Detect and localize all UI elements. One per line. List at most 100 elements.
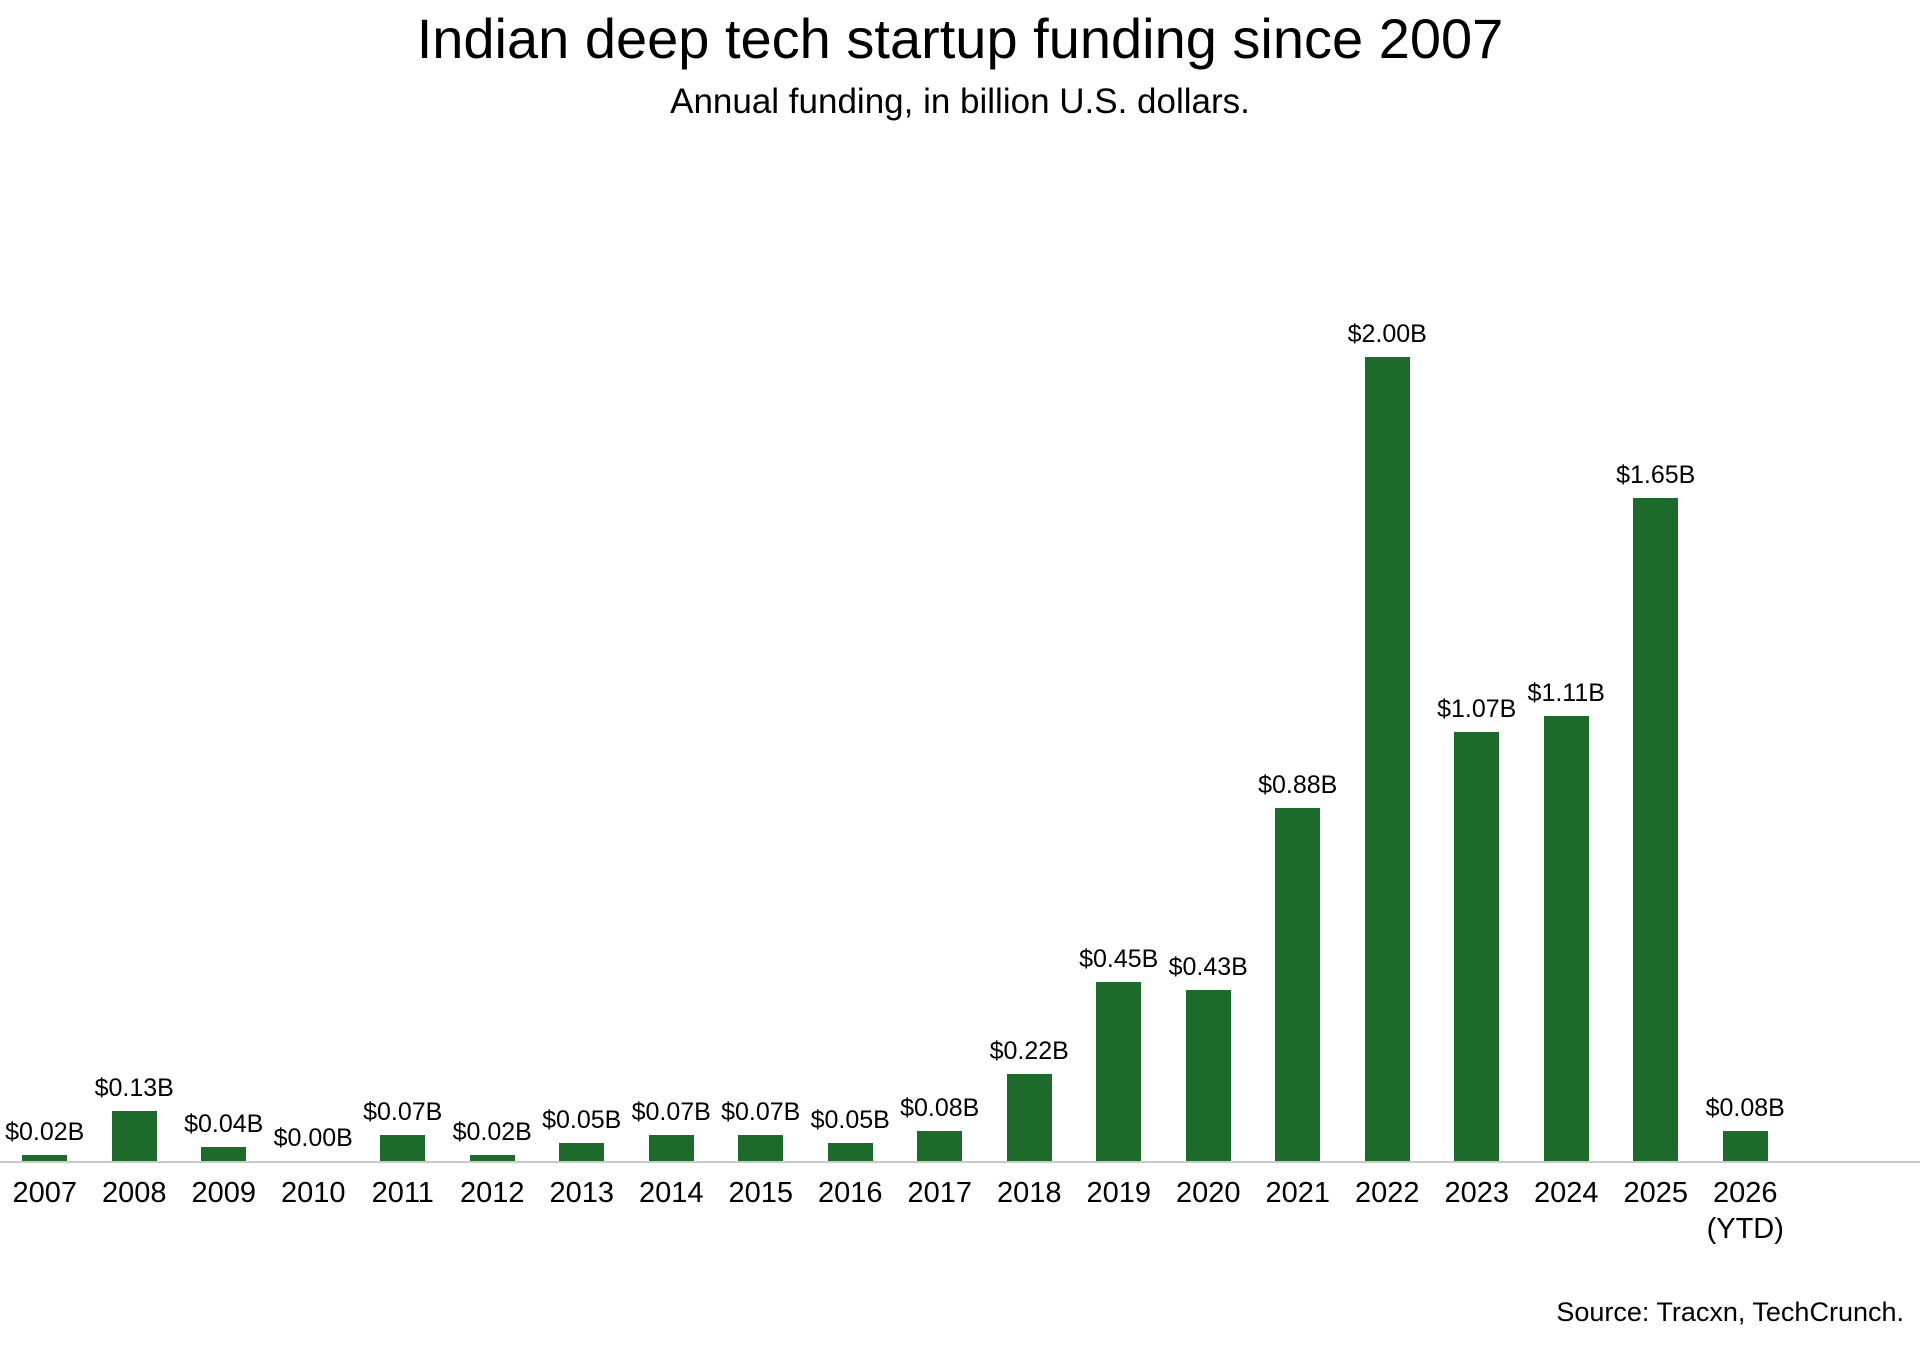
- bar-column: $0.04B: [179, 1109, 269, 1163]
- bar-value-label: $1.11B: [1527, 679, 1605, 707]
- bar: [1275, 808, 1321, 1163]
- bar-value-label: $0.22B: [989, 1037, 1069, 1065]
- bar-value-label: $0.02B: [452, 1118, 532, 1146]
- bar-column: $0.02B: [0, 1117, 90, 1163]
- x-axis-tick: 2026 (YTD): [1701, 1175, 1791, 1247]
- bar: [827, 1143, 873, 1163]
- x-axis-label: 2021: [1265, 1177, 1330, 1209]
- x-axis-label: 2020: [1175, 1177, 1241, 1209]
- bar: [559, 1143, 605, 1163]
- x-axis-label: 2011: [371, 1177, 434, 1209]
- page-subtitle: Annual funding, in billion U.S. dollars.: [670, 82, 1250, 121]
- bar: [1722, 1131, 1768, 1163]
- bar-value-label: $0.05B: [810, 1106, 890, 1134]
- x-axis-tick: 2020: [1164, 1175, 1254, 1247]
- bar: [1185, 990, 1231, 1163]
- x-axis-tick: 2025: [1611, 1175, 1701, 1247]
- bar: [917, 1131, 963, 1163]
- bar-column: $1.65B: [1611, 460, 1701, 1163]
- x-axis-label: 2025: [1623, 1177, 1688, 1209]
- x-axis-tick: 2008: [90, 1175, 180, 1247]
- bar-column: $1.07B: [1432, 694, 1522, 1163]
- bar-column: $0.07B: [358, 1097, 448, 1163]
- x-axis-baseline: [0, 1161, 1920, 1163]
- bar: [469, 1155, 515, 1163]
- x-axis-sublabel: (YTD): [1706, 1213, 1784, 1245]
- bar-value-label: $0.02B: [5, 1118, 85, 1146]
- x-axis-label: 2026: [1712, 1177, 1778, 1209]
- x-axis-tick: 2016: [806, 1175, 896, 1247]
- bar: [1364, 357, 1410, 1163]
- x-axis: 2007 2008 2009 2010 2011 2012 2013 2014 …: [0, 1175, 1790, 1247]
- x-axis-label: 2012: [459, 1177, 525, 1209]
- x-axis-label: 2022: [1354, 1177, 1420, 1209]
- bar-column: $2.00B: [1343, 319, 1433, 1163]
- x-axis-label: 2019: [1086, 1177, 1151, 1209]
- x-axis-tick: 2021: [1253, 1175, 1343, 1247]
- bar-value-label: $0.07B: [631, 1098, 711, 1126]
- bar-value-label: $0.43B: [1168, 953, 1248, 981]
- bar-column: $0.00B: [269, 1123, 359, 1163]
- bar: [1006, 1074, 1052, 1163]
- x-axis-label: 2017: [907, 1177, 972, 1209]
- bar-value-label: $2.00B: [1347, 320, 1427, 348]
- x-axis-label: 2015: [728, 1177, 793, 1209]
- x-axis-tick: 2017: [895, 1175, 985, 1247]
- x-axis-tick: 2013: [537, 1175, 627, 1247]
- x-axis-tick: 2007: [0, 1175, 90, 1247]
- bar: [1633, 498, 1679, 1163]
- bar: [1096, 982, 1142, 1163]
- chart-header: Indian deep tech startup funding since 2…: [0, 0, 1920, 124]
- bar-value-label: $0.07B: [721, 1098, 801, 1126]
- bar-column: $0.22B: [985, 1036, 1075, 1163]
- bar: [380, 1135, 426, 1163]
- page-title: Indian deep tech startup funding since 2…: [416, 7, 1504, 70]
- x-axis-label: 2024: [1533, 1177, 1599, 1209]
- bar-column: $0.02B: [448, 1117, 538, 1163]
- bar-column: $0.07B: [716, 1097, 806, 1163]
- bar-value-label: $0.05B: [542, 1106, 622, 1134]
- bar-value-label: $0.88B: [1258, 771, 1338, 799]
- bar-column: $0.45B: [1074, 944, 1164, 1163]
- x-axis-tick: 2012: [448, 1175, 538, 1247]
- bar-value-label: $1.07B: [1437, 695, 1517, 723]
- x-axis-label: 2023: [1444, 1177, 1509, 1209]
- x-axis-label: 2013: [549, 1177, 614, 1209]
- bar-column: $0.05B: [537, 1105, 627, 1163]
- bar-value-label: $0.13B: [94, 1074, 174, 1102]
- x-axis-tick: 2011: [358, 1175, 448, 1247]
- bar-column: $0.88B: [1253, 770, 1343, 1163]
- bar-value-label: $0.45B: [1079, 945, 1159, 973]
- plot-area: $0.02B $0.13B $0.04B $0.00B $0.07B $0.02…: [0, 293, 1790, 1163]
- x-axis-tick: 2009: [179, 1175, 269, 1247]
- bar-column: $0.08B: [895, 1093, 985, 1163]
- bar: [1454, 732, 1500, 1163]
- bar-column: $0.05B: [806, 1105, 896, 1163]
- bar-value-label: $0.00B: [273, 1124, 353, 1152]
- x-axis-label: 2016: [817, 1177, 883, 1209]
- bar: [22, 1155, 68, 1163]
- bar-column: $1.11B: [1522, 678, 1612, 1163]
- x-axis-label: 2010: [280, 1177, 346, 1209]
- x-axis-tick: 2014: [627, 1175, 717, 1247]
- x-axis-tick: 2010: [269, 1175, 359, 1247]
- bar-column: $0.07B: [627, 1097, 717, 1163]
- bar: [201, 1147, 247, 1163]
- x-axis-label: 2009: [191, 1177, 256, 1209]
- x-axis-tick: 2018: [985, 1175, 1075, 1247]
- bar: [738, 1135, 784, 1163]
- bar-value-label: $0.04B: [184, 1110, 264, 1138]
- bar: [648, 1135, 694, 1163]
- bar-column: $0.13B: [90, 1073, 180, 1163]
- bar-value-label: $0.08B: [900, 1094, 980, 1122]
- bar: [111, 1111, 157, 1163]
- x-axis-tick: 2023: [1432, 1175, 1522, 1247]
- x-axis-label: 2008: [101, 1177, 167, 1209]
- bar-value-label: $0.07B: [363, 1098, 443, 1126]
- plot-wrap: $0.02B $0.13B $0.04B $0.00B $0.07B $0.02…: [0, 293, 1920, 1163]
- x-axis-tick: 2019: [1074, 1175, 1164, 1247]
- x-axis-label: 2014: [638, 1177, 704, 1209]
- x-axis-tick: 2024: [1522, 1175, 1612, 1247]
- bar-value-label: $1.65B: [1616, 461, 1696, 489]
